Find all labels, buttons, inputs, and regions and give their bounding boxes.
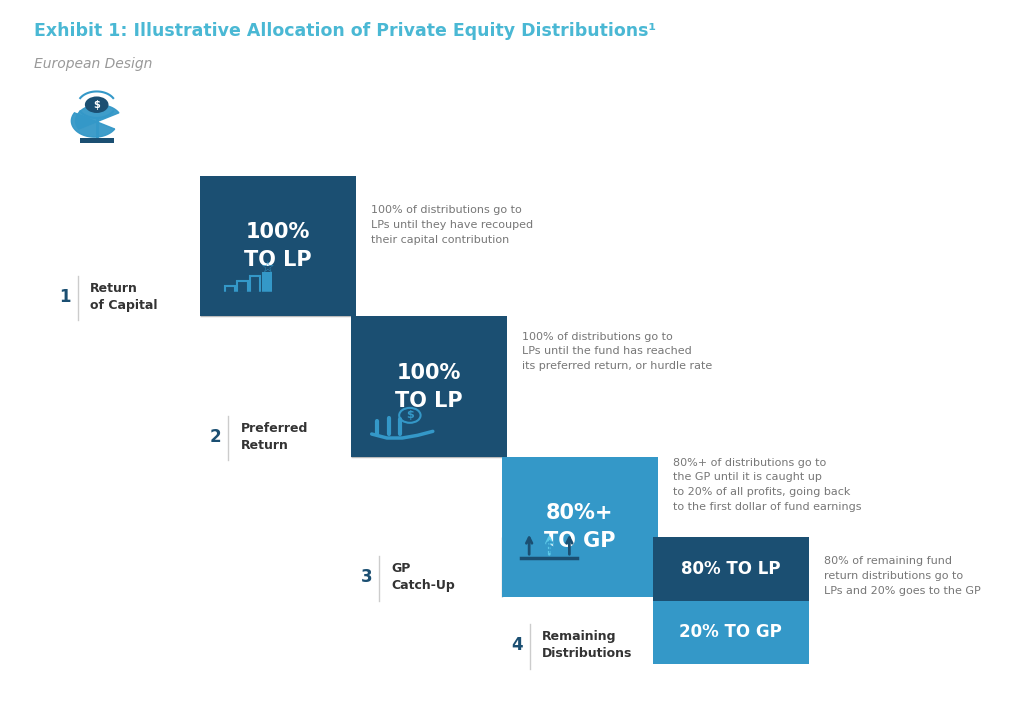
FancyBboxPatch shape (502, 457, 657, 597)
Polygon shape (72, 113, 115, 137)
Text: European Design: European Design (35, 57, 153, 71)
Text: 20% TO GP: 20% TO GP (680, 623, 782, 641)
Text: 80% of remaining fund
return distributions go to
LPs and 20% goes to the GP: 80% of remaining fund return distributio… (824, 556, 981, 596)
Text: 80%+
TO GP: 80%+ TO GP (544, 503, 615, 551)
Text: $: $ (406, 410, 414, 420)
Text: 80% TO LP: 80% TO LP (681, 560, 780, 578)
FancyBboxPatch shape (80, 138, 114, 143)
Text: $: $ (93, 99, 100, 110)
Text: Remaining
Distributions: Remaining Distributions (543, 630, 633, 660)
FancyBboxPatch shape (351, 317, 507, 457)
FancyBboxPatch shape (201, 176, 356, 317)
Text: 100% of distributions go to
LPs until the fund has reached
its preferred return,: 100% of distributions go to LPs until th… (522, 332, 713, 371)
Polygon shape (76, 104, 119, 129)
Text: ☆: ☆ (260, 261, 273, 275)
Text: 100%
TO LP: 100% TO LP (245, 222, 312, 271)
Text: Preferred
Return: Preferred Return (241, 422, 308, 452)
FancyBboxPatch shape (653, 537, 809, 601)
Text: 3: 3 (360, 569, 372, 586)
Text: Return
of Capital: Return of Capital (90, 282, 157, 312)
Text: Exhibit 1: Illustrative Allocation of Private Equity Distributions¹: Exhibit 1: Illustrative Allocation of Pr… (35, 22, 656, 40)
Text: 100% of distributions go to
LPs until they have recouped
their capital contribut: 100% of distributions go to LPs until th… (372, 205, 534, 245)
FancyBboxPatch shape (653, 601, 809, 664)
Text: 1: 1 (58, 288, 71, 306)
Text: $: $ (545, 540, 554, 555)
Text: 4: 4 (511, 636, 523, 655)
Text: 80%+ of distributions go to
the GP until it is caught up
to 20% of all profits, : 80%+ of distributions go to the GP until… (673, 458, 861, 512)
FancyBboxPatch shape (262, 271, 271, 293)
Text: 100%
TO LP: 100% TO LP (395, 363, 463, 410)
Text: GP
Catch-Up: GP Catch-Up (391, 562, 455, 592)
Text: 2: 2 (210, 428, 221, 446)
Circle shape (85, 97, 109, 113)
